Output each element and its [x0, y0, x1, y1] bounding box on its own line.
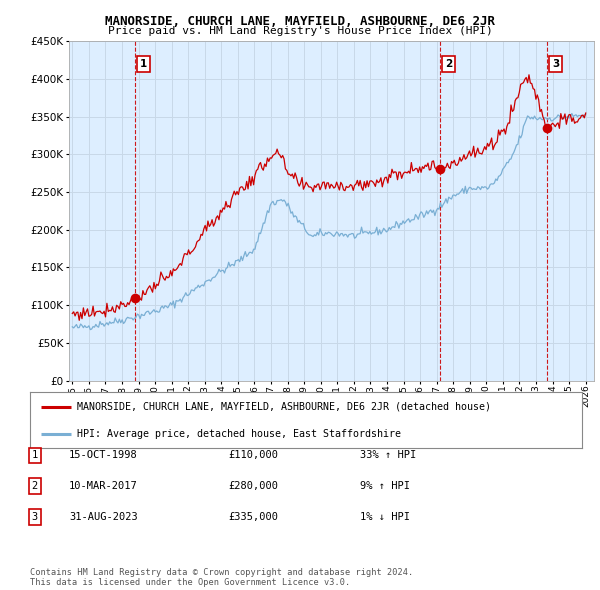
Text: HPI: Average price, detached house, East Staffordshire: HPI: Average price, detached house, East…	[77, 429, 401, 439]
Text: 15-OCT-1998: 15-OCT-1998	[69, 451, 138, 460]
Text: 10-MAR-2017: 10-MAR-2017	[69, 481, 138, 491]
Text: 1: 1	[140, 59, 147, 69]
Text: 3: 3	[32, 512, 38, 522]
Text: MANORSIDE, CHURCH LANE, MAYFIELD, ASHBOURNE, DE6 2JR (detached house): MANORSIDE, CHURCH LANE, MAYFIELD, ASHBOU…	[77, 402, 491, 412]
Text: £110,000: £110,000	[228, 451, 278, 460]
Text: Price paid vs. HM Land Registry's House Price Index (HPI): Price paid vs. HM Land Registry's House …	[107, 26, 493, 36]
Text: 2: 2	[32, 481, 38, 491]
Text: 1% ↓ HPI: 1% ↓ HPI	[360, 512, 410, 522]
Text: 9% ↑ HPI: 9% ↑ HPI	[360, 481, 410, 491]
Text: MANORSIDE, CHURCH LANE, MAYFIELD, ASHBOURNE, DE6 2JR: MANORSIDE, CHURCH LANE, MAYFIELD, ASHBOU…	[105, 15, 495, 28]
Text: 31-AUG-2023: 31-AUG-2023	[69, 512, 138, 522]
Text: £280,000: £280,000	[228, 481, 278, 491]
Text: 2: 2	[445, 59, 452, 69]
Text: £335,000: £335,000	[228, 512, 278, 522]
Text: Contains HM Land Registry data © Crown copyright and database right 2024.
This d: Contains HM Land Registry data © Crown c…	[30, 568, 413, 587]
Text: 1: 1	[32, 451, 38, 460]
Text: 3: 3	[552, 59, 559, 69]
Text: 33% ↑ HPI: 33% ↑ HPI	[360, 451, 416, 460]
